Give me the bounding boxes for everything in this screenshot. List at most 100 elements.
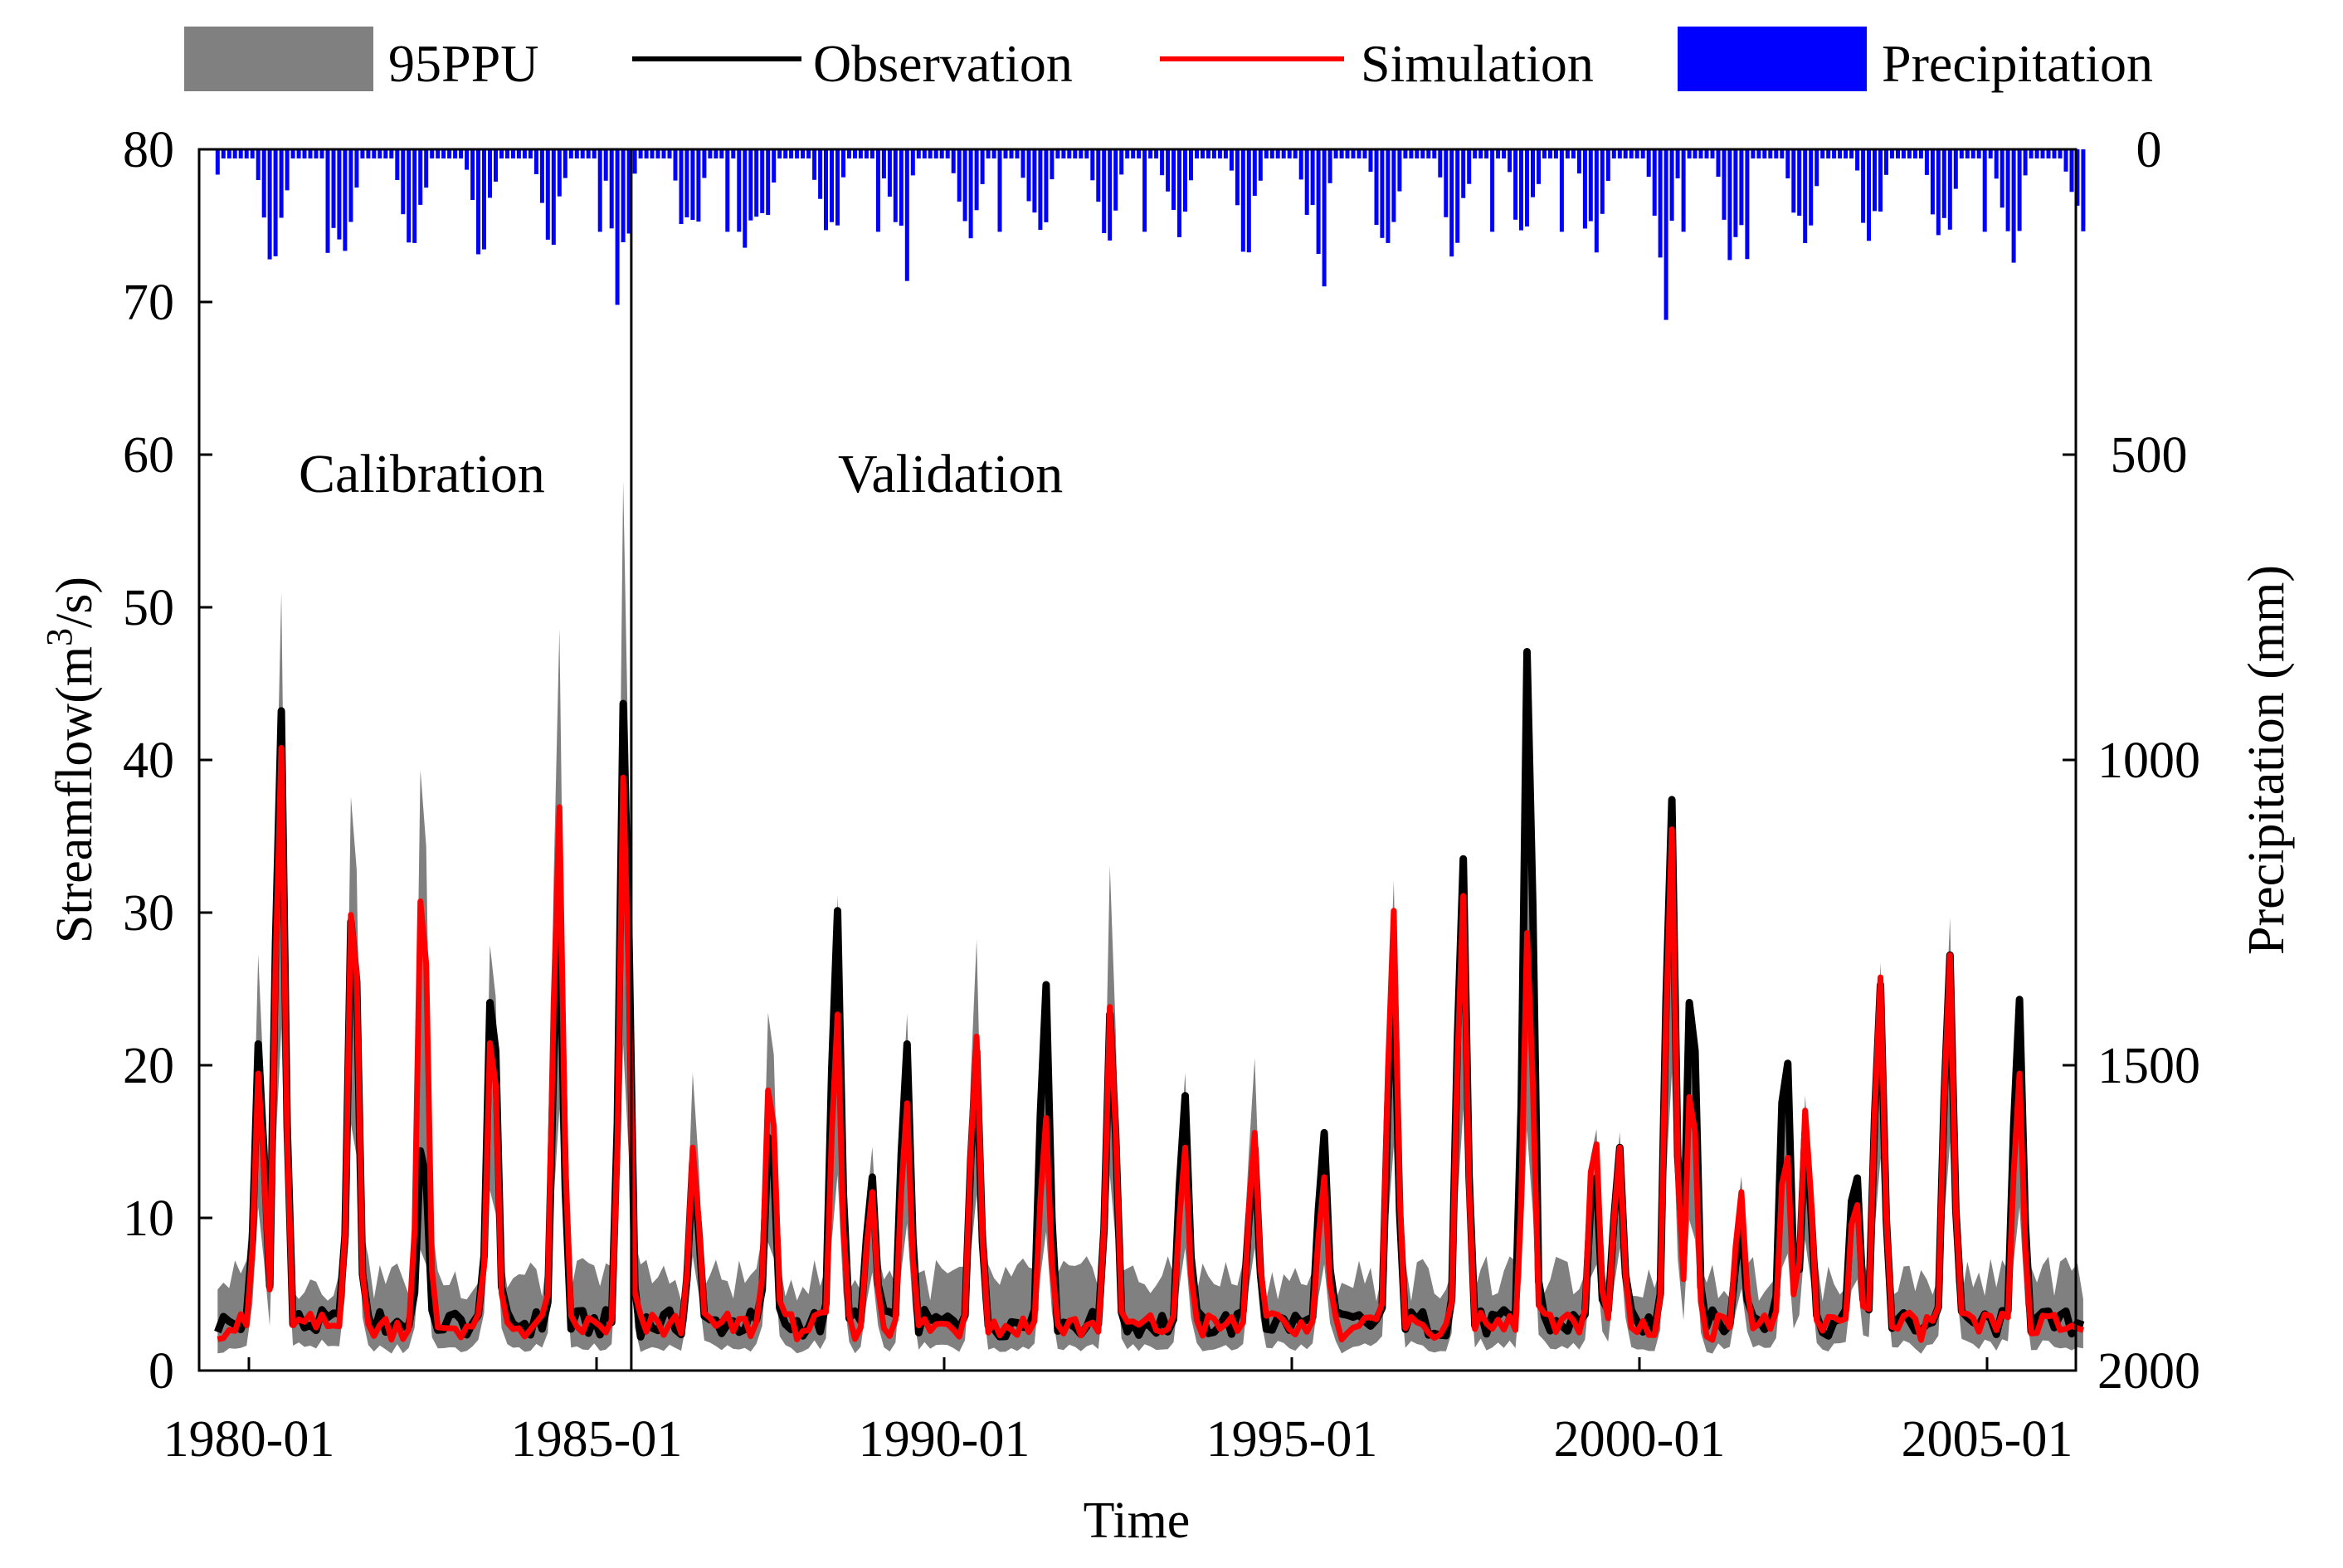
plot-area: Calibration Validation	[214, 149, 2086, 1371]
precip-bar	[1617, 149, 1622, 158]
y-axis-title-tail: /s)	[46, 577, 103, 628]
x-tick-label-1990: 1990-01	[859, 1411, 1030, 1468]
precip-bar	[869, 149, 874, 158]
precip-bar	[1629, 149, 1634, 158]
precip-bar	[1867, 149, 1871, 241]
precip-bar	[991, 149, 996, 158]
precip-bar	[1832, 149, 1837, 158]
precip-bar	[910, 149, 915, 176]
precip-bar	[1275, 149, 1280, 158]
precip-bar	[1217, 149, 1222, 158]
precip-bar	[1201, 149, 1205, 158]
precip-bar	[1050, 149, 1055, 180]
precip-bar	[1484, 149, 1489, 158]
precip-bar	[1490, 149, 1495, 232]
precip-bar	[1965, 149, 1970, 158]
precip-bar	[1362, 149, 1367, 158]
precip-bar	[830, 149, 834, 222]
precip-bar	[1559, 149, 1564, 232]
precip-bar	[719, 149, 724, 158]
precip-bar	[1884, 149, 1888, 175]
precip-bar	[2029, 149, 2034, 158]
precip-bar	[343, 149, 348, 251]
y-axis-title: Streamflow(m3/s)	[39, 577, 104, 943]
precip-bar	[1096, 149, 1101, 202]
precip-bar	[412, 149, 417, 243]
precip-bar	[1797, 149, 1802, 216]
precip-bar	[916, 149, 921, 158]
precip-bar	[1542, 149, 1547, 158]
precip-bar	[2040, 149, 2045, 158]
precip-bar	[586, 149, 591, 158]
precip-bar	[968, 149, 973, 239]
precip-bar	[1594, 149, 1599, 253]
precip-bar	[1588, 149, 1593, 222]
precip-bar	[1803, 149, 1808, 243]
precip-bar	[1762, 149, 1767, 158]
precip-bar	[1409, 149, 1414, 158]
precip-bar	[1131, 149, 1136, 158]
precip-bar	[1820, 149, 1825, 158]
precip-bar	[1525, 149, 1529, 226]
precip-bar	[1160, 149, 1165, 176]
precip-bar	[522, 149, 527, 158]
precip-bar	[748, 149, 753, 221]
precip-bar	[1502, 149, 1507, 158]
precip-bar	[1844, 149, 1849, 158]
precip-bar	[267, 149, 272, 260]
precip-bar	[881, 149, 886, 179]
precip-bar	[1496, 149, 1501, 158]
precip-bar	[1774, 149, 1779, 158]
precip-bar	[1177, 149, 1181, 237]
precip-bar	[1838, 149, 1843, 158]
precip-bar	[922, 149, 927, 158]
precip-bar	[893, 149, 898, 222]
precip-bar	[1553, 149, 1558, 158]
precip-bar	[1751, 149, 1756, 158]
precip-bar	[1976, 149, 1981, 158]
legend: 95PPU Observation Simulation Precipitati…	[184, 27, 2153, 93]
precip-bar	[1374, 149, 1379, 226]
legend-swatch-95ppu	[184, 27, 373, 91]
y-axis-title-sup: 3	[39, 628, 80, 646]
x-tick-label-2000: 2000-01	[1554, 1411, 1726, 1468]
precip-bar	[1924, 149, 1929, 175]
precip-bar	[1698, 149, 1703, 158]
precip-bar	[1826, 149, 1831, 158]
precip-bar	[465, 149, 470, 170]
precip-bar	[2034, 149, 2039, 158]
precip-bar	[1432, 149, 1437, 158]
precip-bar	[221, 149, 226, 158]
precip-bar	[424, 149, 429, 188]
precip-bar	[1693, 149, 1698, 158]
precip-bar	[1391, 149, 1396, 222]
precip-bar	[459, 149, 464, 158]
precip-bar	[1142, 149, 1147, 232]
precip-bar	[887, 149, 892, 197]
precip-bar	[261, 149, 266, 218]
precip-bar	[1044, 149, 1049, 222]
precip-bar	[875, 149, 880, 232]
precip-bar	[1681, 149, 1686, 232]
precip-bar	[1090, 149, 1095, 181]
precip-bar	[1298, 149, 1303, 180]
precip-bar	[1125, 149, 1130, 158]
precip-bar	[494, 149, 498, 182]
precip-bar	[378, 149, 382, 158]
precip-bar	[853, 149, 857, 158]
precip-bar	[1287, 149, 1292, 158]
precip-bar	[488, 149, 492, 198]
precip-bar	[2063, 149, 2068, 172]
precip-bar	[1449, 149, 1454, 257]
precip-bar	[1756, 149, 1761, 158]
y-tick-label-40: 40	[123, 733, 174, 789]
precip-bar	[372, 149, 377, 158]
precip-bar	[516, 149, 521, 158]
precip-bar	[1941, 149, 1946, 218]
precip-bar	[2052, 149, 2057, 158]
precip-bar	[1206, 149, 1210, 158]
precip-bar	[708, 149, 713, 158]
precip-bar	[609, 149, 614, 229]
precip-bar	[453, 149, 458, 158]
precip-bar	[1646, 149, 1651, 178]
